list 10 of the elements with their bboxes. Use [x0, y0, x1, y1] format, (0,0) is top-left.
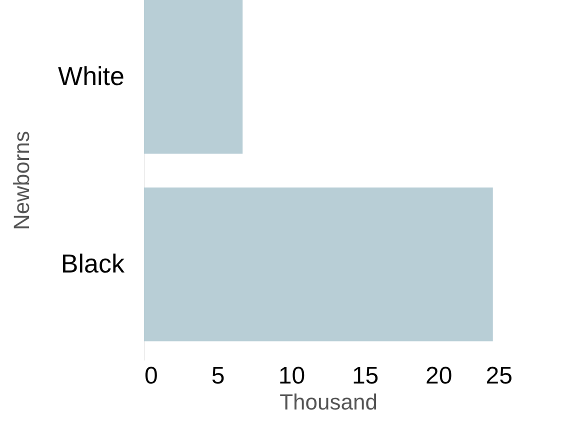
x-tick-label: 0: [144, 362, 158, 390]
x-tick-label: 15: [352, 362, 379, 390]
y-tick-label: White: [58, 60, 124, 91]
x-tick-label: 20: [426, 362, 452, 390]
x-tick-label: 5: [211, 362, 225, 390]
x-tick-label: 25: [486, 362, 512, 390]
y-axis-title: Newborns: [9, 130, 34, 230]
y-tick-label: Black: [60, 248, 126, 278]
x-tick-label: 10: [278, 362, 306, 390]
x-axis-title: Thousand: [280, 390, 378, 414]
